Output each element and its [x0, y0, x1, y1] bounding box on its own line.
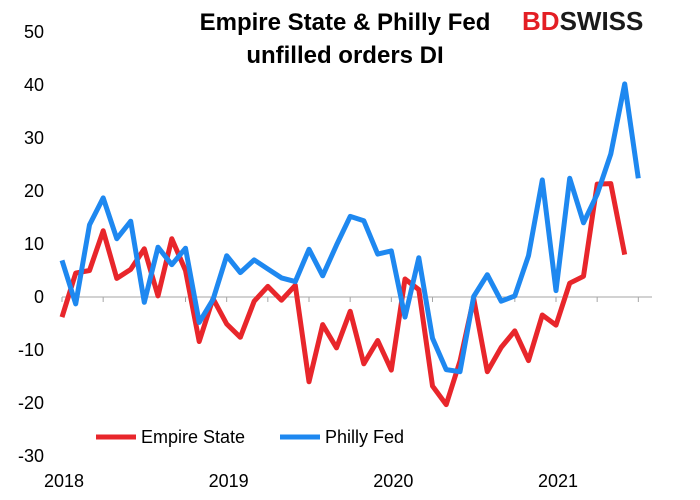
y-tick-label: 0 [34, 287, 44, 307]
brand-logo-prefix: BD [522, 6, 560, 36]
legend: Empire State Philly Fed [96, 427, 404, 447]
series-line-empire-state [59, 181, 628, 408]
legend-label-philly-fed: Philly Fed [325, 427, 404, 447]
y-tick-label: 40 [24, 75, 44, 95]
x-tick-label: 2018 [44, 471, 84, 491]
y-tick-label: 20 [24, 181, 44, 201]
chart-title-line-1: Empire State & Philly Fed [200, 9, 491, 36]
x-axis-ticks: 2018 2019 2020 2021 [44, 297, 639, 491]
chart-title-line-2: unfilled orders DI [246, 42, 443, 69]
legend-label-empire-state: Empire State [141, 427, 245, 447]
series-lines [59, 81, 641, 408]
chart-title: Empire State & Philly Fed unfilled order… [200, 9, 491, 69]
x-tick-label: 2020 [373, 471, 413, 491]
y-tick-label: 10 [24, 234, 44, 254]
x-tick-label: 2021 [538, 471, 578, 491]
x-tick-label: 2019 [209, 471, 249, 491]
y-tick-label: 50 [24, 22, 44, 42]
y-tick-label: -20 [18, 393, 44, 413]
y-tick-label: -30 [18, 446, 44, 466]
brand-logo-suffix: SWISS [560, 6, 644, 36]
svg-text:BDSWISS: BDSWISS [522, 6, 643, 36]
brand-logo: BDSWISS [522, 6, 643, 36]
y-axis-tick-labels: -30 -20 -10 0 10 20 30 40 50 [18, 22, 44, 466]
y-tick-label: -10 [18, 340, 44, 360]
y-tick-label: 30 [24, 128, 44, 148]
series-line-philly-fed [59, 81, 641, 375]
